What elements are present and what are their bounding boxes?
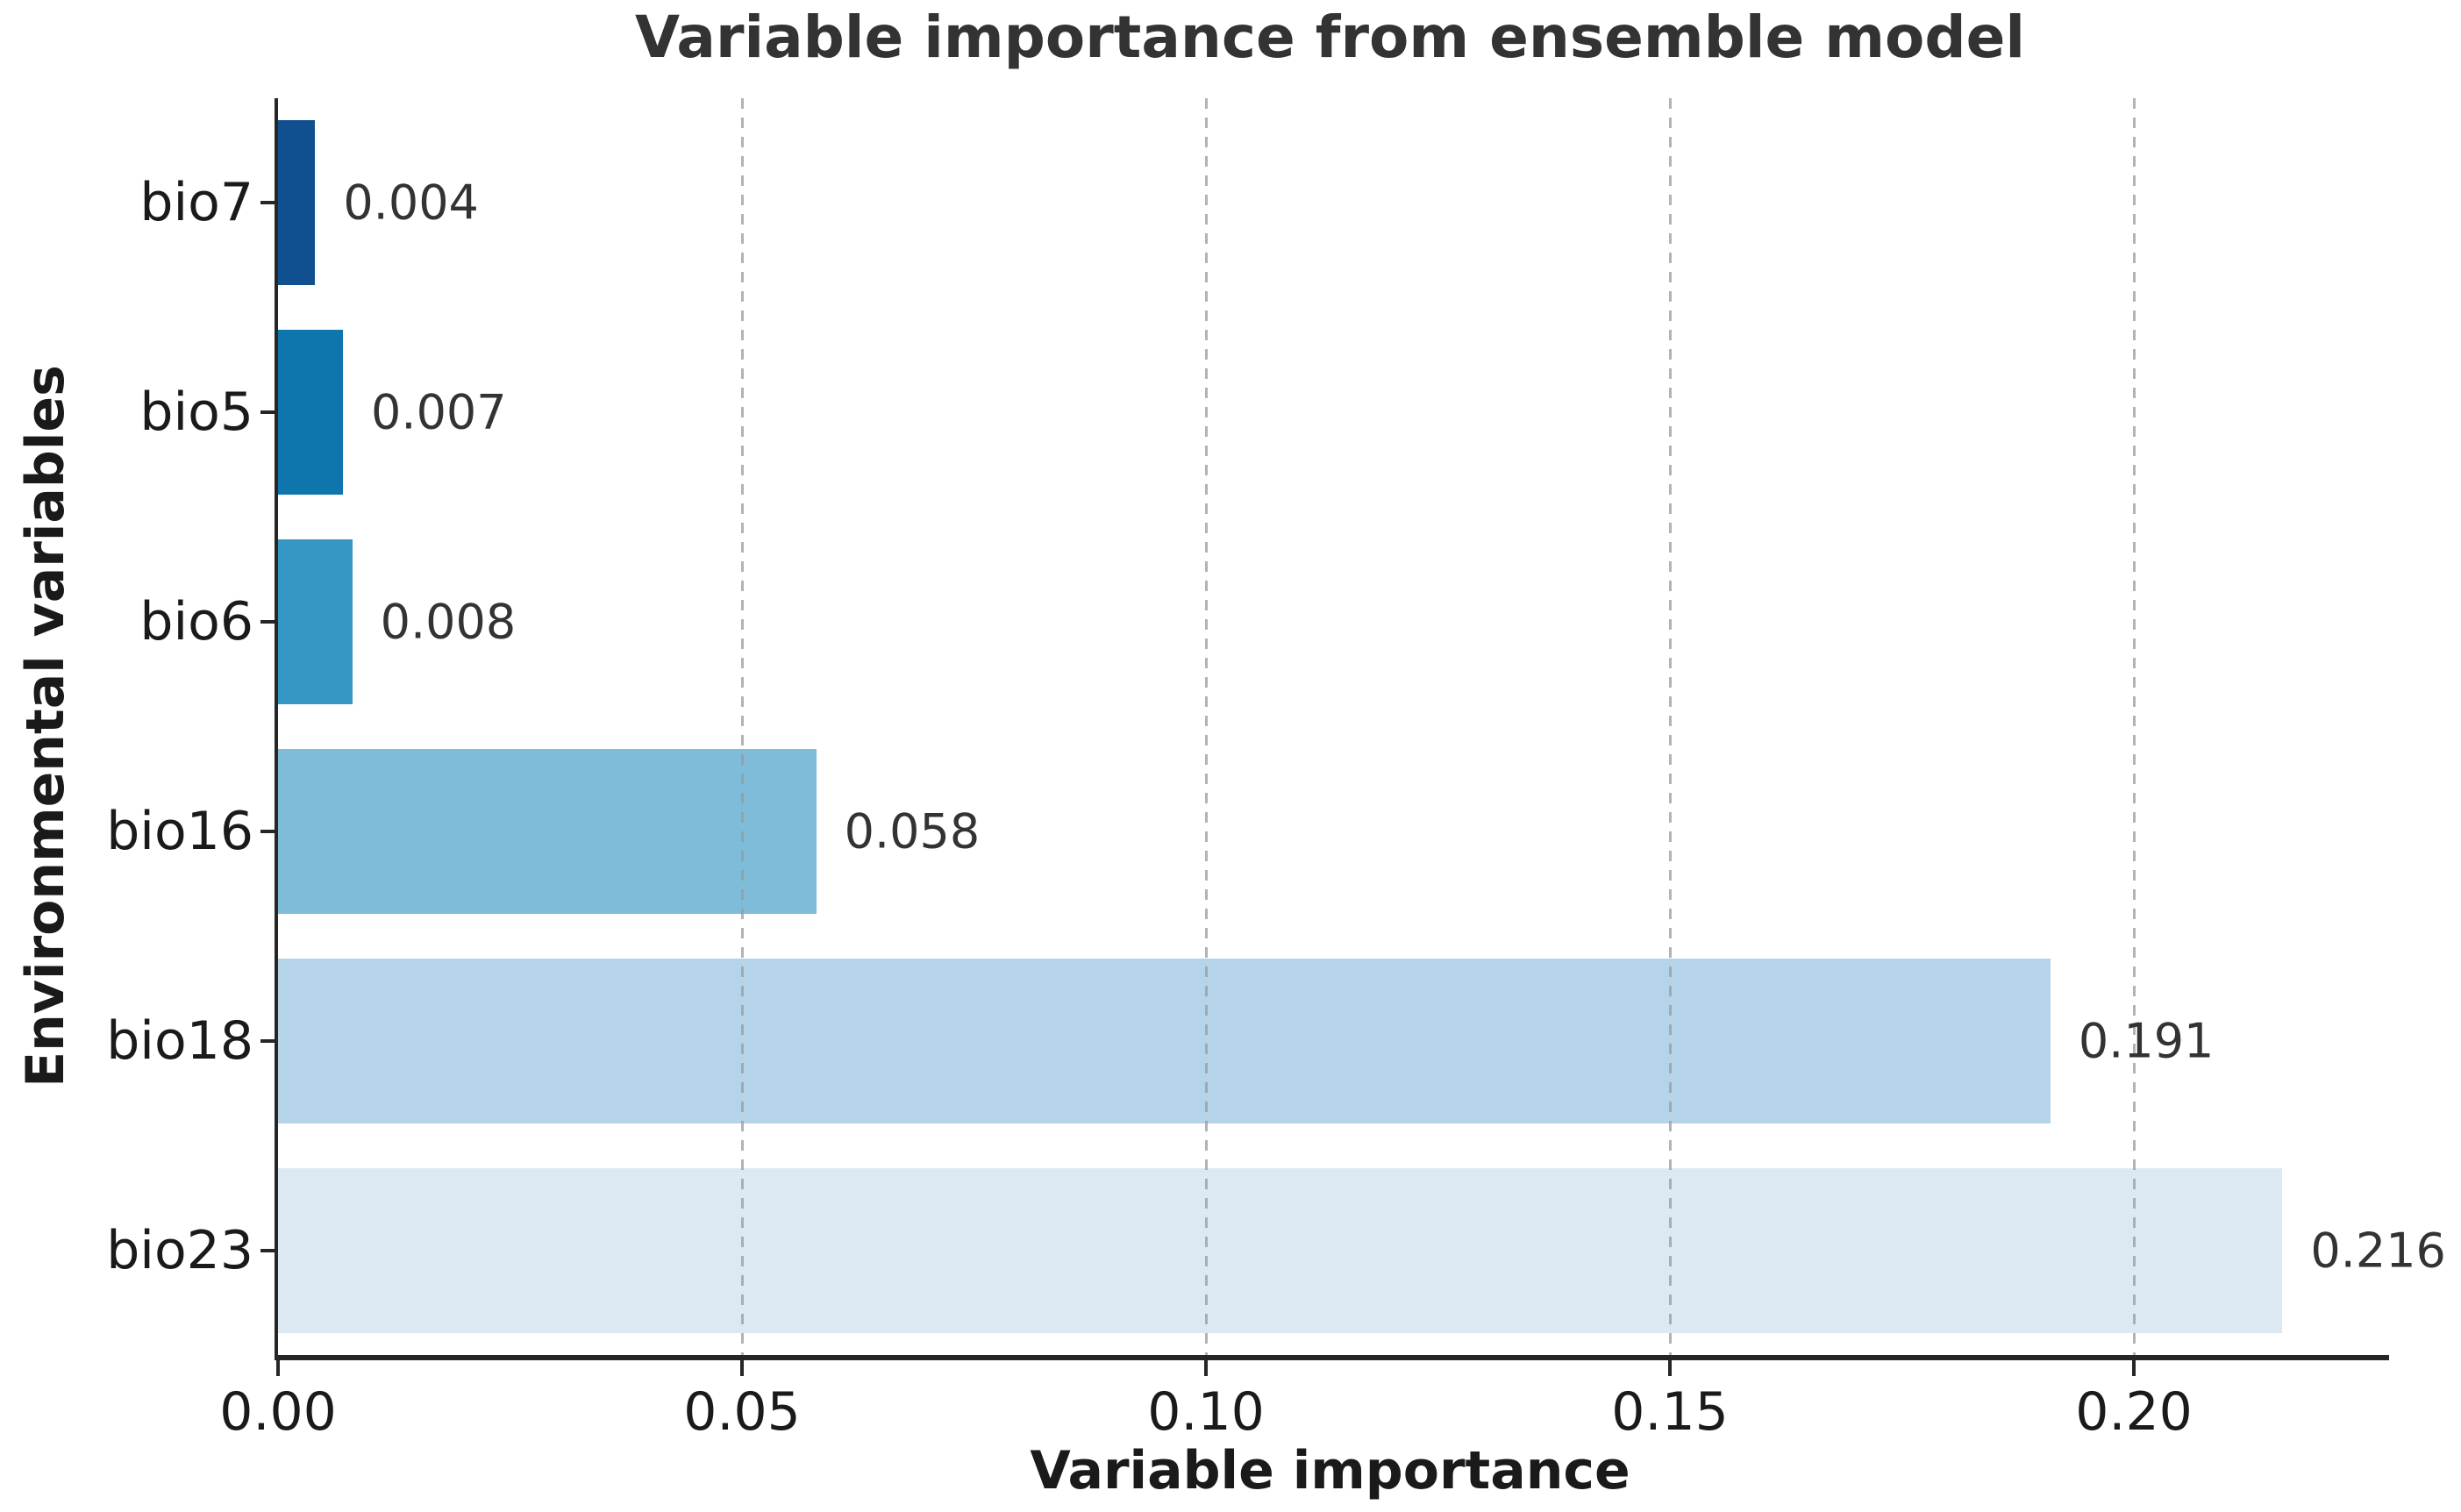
category-label: bio18 — [106, 1009, 253, 1072]
bar — [278, 958, 2051, 1123]
x-tick — [1668, 1360, 1673, 1376]
gridline — [1204, 98, 1208, 1355]
x-tick-label: 0.05 — [683, 1381, 801, 1443]
plot-area: bio7 0.004 bio5 0.007 bio6 0.008 bio16 0.058 bio… — [106, 98, 2446, 1443]
x-tick — [276, 1360, 280, 1376]
y-tick — [260, 201, 275, 205]
gridline — [2132, 98, 2136, 1355]
y-tick — [260, 620, 275, 624]
bar — [278, 330, 344, 496]
x-tick — [740, 1360, 744, 1376]
x-tick — [1204, 1360, 1209, 1376]
bar-value-label: 0.216 — [2310, 1223, 2446, 1279]
category-label: bio5 — [139, 382, 253, 444]
category-label: bio23 — [106, 1219, 253, 1281]
chart-title: Variable importance from ensemble model — [634, 4, 2026, 71]
bar — [278, 1167, 2283, 1333]
bar-value-label: 0.008 — [380, 594, 517, 650]
gridline — [740, 98, 744, 1355]
x-tick-label: 0.15 — [1611, 1381, 1729, 1443]
y-tick — [260, 410, 275, 415]
bar-value-label: 0.004 — [343, 175, 479, 231]
x-tick-label: 0.00 — [219, 1381, 337, 1443]
category-label: bio6 — [139, 591, 253, 653]
category-label: bio7 — [139, 172, 253, 234]
x-axis-label: Variable importance — [1030, 1440, 1630, 1501]
bar-value-label: 0.191 — [2078, 1013, 2215, 1069]
y-tick — [260, 1248, 275, 1252]
bar — [278, 748, 817, 914]
y-tick — [260, 1038, 275, 1043]
y-axis-label: Environmental variables — [15, 365, 76, 1088]
y-tick — [260, 829, 275, 833]
gridline — [1668, 98, 1672, 1355]
x-tick-label: 0.10 — [1147, 1381, 1265, 1443]
category-label: bio16 — [106, 800, 253, 862]
x-tick-label: 0.20 — [2075, 1381, 2193, 1443]
bar-value-label: 0.058 — [844, 803, 981, 859]
x-tick — [2132, 1360, 2136, 1376]
bar — [278, 120, 316, 286]
bar — [278, 539, 353, 705]
bar-value-label: 0.007 — [371, 384, 507, 440]
